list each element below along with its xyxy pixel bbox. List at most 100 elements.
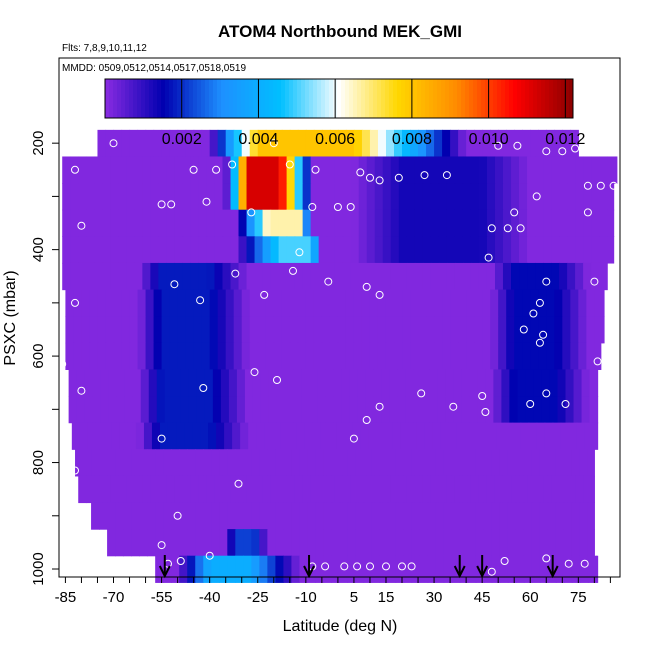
heatmap-cell: [246, 236, 256, 264]
heatmap-cell: [555, 555, 565, 583]
heatmap-cell: [496, 422, 506, 450]
heatmap-cell: [206, 236, 216, 264]
heatmap-cell: [305, 316, 315, 344]
heatmap-cell: [297, 316, 307, 344]
heatmap-cell: [462, 475, 472, 504]
heatmap-cell: [563, 449, 573, 477]
heatmap-cell: [522, 342, 531, 370]
heatmap-cell: [212, 396, 222, 424]
heatmap-cell: [251, 529, 260, 557]
heatmap-cell: [394, 342, 403, 370]
heatmap-cell: [450, 316, 459, 344]
heatmap-cell: [270, 183, 280, 211]
x-tick-label: -55: [151, 589, 173, 606]
heatmap-cell: [86, 475, 95, 504]
heatmap-cell: [454, 183, 464, 211]
observation-point: [583, 208, 592, 217]
heatmap-cell: [422, 183, 432, 211]
heatmap-cell: [102, 209, 111, 237]
heatmap-cell: [200, 422, 209, 450]
heatmap-cell: [251, 555, 260, 583]
observation-point: [58, 144, 67, 153]
observation-point: [535, 338, 544, 347]
heatmap-cell: [535, 236, 544, 264]
heatmap-cell: [196, 396, 206, 424]
heatmap-cell: [440, 422, 450, 450]
heatmap-cell: [312, 422, 321, 450]
heatmap-cell: [562, 342, 571, 370]
heatmap-cell: [126, 156, 135, 184]
heatmap-cell: [153, 342, 163, 370]
heatmap-cell: [480, 422, 490, 450]
x-tick-label: -85: [55, 589, 77, 606]
heatmap-cell: [366, 183, 376, 211]
heatmap-cell: [350, 209, 360, 237]
heatmap-cell: [129, 129, 139, 158]
heatmap-cell: [395, 449, 405, 477]
heatmap-cell: [299, 555, 309, 583]
heatmap-cell: [515, 555, 525, 583]
dates-annotation: MMDD: 0509,0512,0514,0517,0518,0519: [62, 63, 246, 74]
heatmap-cell: [211, 502, 220, 530]
heatmap-cell: [228, 369, 238, 397]
heatmap-cell: [438, 209, 448, 237]
colorbar-segment: [129, 79, 134, 118]
heatmap-cell: [482, 342, 491, 370]
heatmap-cell: [317, 396, 326, 424]
observation-point: [529, 309, 538, 318]
heatmap-cell: [123, 529, 132, 557]
heatmap-cell: [190, 475, 200, 504]
heatmap-cell: [366, 475, 376, 504]
heatmap-cell: [451, 449, 461, 477]
heatmap-cell: [435, 529, 445, 557]
heatmap-cell: [304, 422, 313, 450]
heatmap-cell: [446, 262, 456, 291]
heatmap-cell: [331, 529, 341, 557]
colorbar-segment: [109, 79, 114, 118]
heatmap-cell: [86, 262, 95, 291]
heatmap-cell: [102, 183, 111, 211]
heatmap-cell: [115, 529, 124, 557]
heatmap-cell: [289, 342, 299, 370]
heatmap-cell: [62, 156, 71, 184]
observation-point: [596, 181, 605, 190]
heatmap-cell: [294, 236, 304, 264]
x-tick-label: -40: [199, 589, 221, 606]
heatmap-cell: [345, 342, 355, 370]
heatmap-cell: [126, 262, 135, 291]
heatmap-cell: [398, 209, 408, 237]
heatmap-cell: [385, 129, 395, 158]
heatmap-cell: [575, 156, 584, 184]
heatmap-cell: [565, 396, 575, 424]
y-tick-label: 800: [30, 450, 47, 475]
observation-point: [478, 392, 487, 400]
heatmap-cell: [326, 156, 336, 184]
heatmap-cell: [246, 183, 256, 211]
heatmap-cell: [490, 316, 499, 344]
heatmap-cell: [185, 342, 195, 370]
heatmap-cell: [137, 289, 147, 317]
heatmap-cell: [217, 316, 227, 344]
heatmap-cell: [134, 209, 143, 237]
heatmap-cell: [490, 289, 499, 317]
heatmap-cell: [326, 262, 336, 291]
heatmap-cell: [209, 342, 219, 370]
heatmap-cell: [169, 342, 179, 370]
heatmap-cell: [137, 129, 147, 158]
heatmap-cell: [139, 502, 148, 530]
heatmap-cell: [426, 342, 435, 370]
heatmap-cell: [233, 316, 243, 344]
heatmap-cell: [579, 555, 589, 583]
colorbar-segment: [421, 79, 426, 118]
heatmap-cell: [201, 342, 211, 370]
heatmap-cell: [230, 262, 240, 291]
heatmap-cell: [571, 555, 581, 583]
heatmap-cell: [373, 369, 382, 397]
heatmap-cell: [201, 316, 211, 344]
heatmap-cell: [203, 502, 212, 530]
heatmap-cell: [394, 129, 403, 158]
heatmap-cell: [105, 289, 115, 317]
heatmap-cell: [437, 369, 446, 397]
heatmap-cell: [523, 529, 533, 557]
heatmap-cell: [499, 529, 509, 557]
